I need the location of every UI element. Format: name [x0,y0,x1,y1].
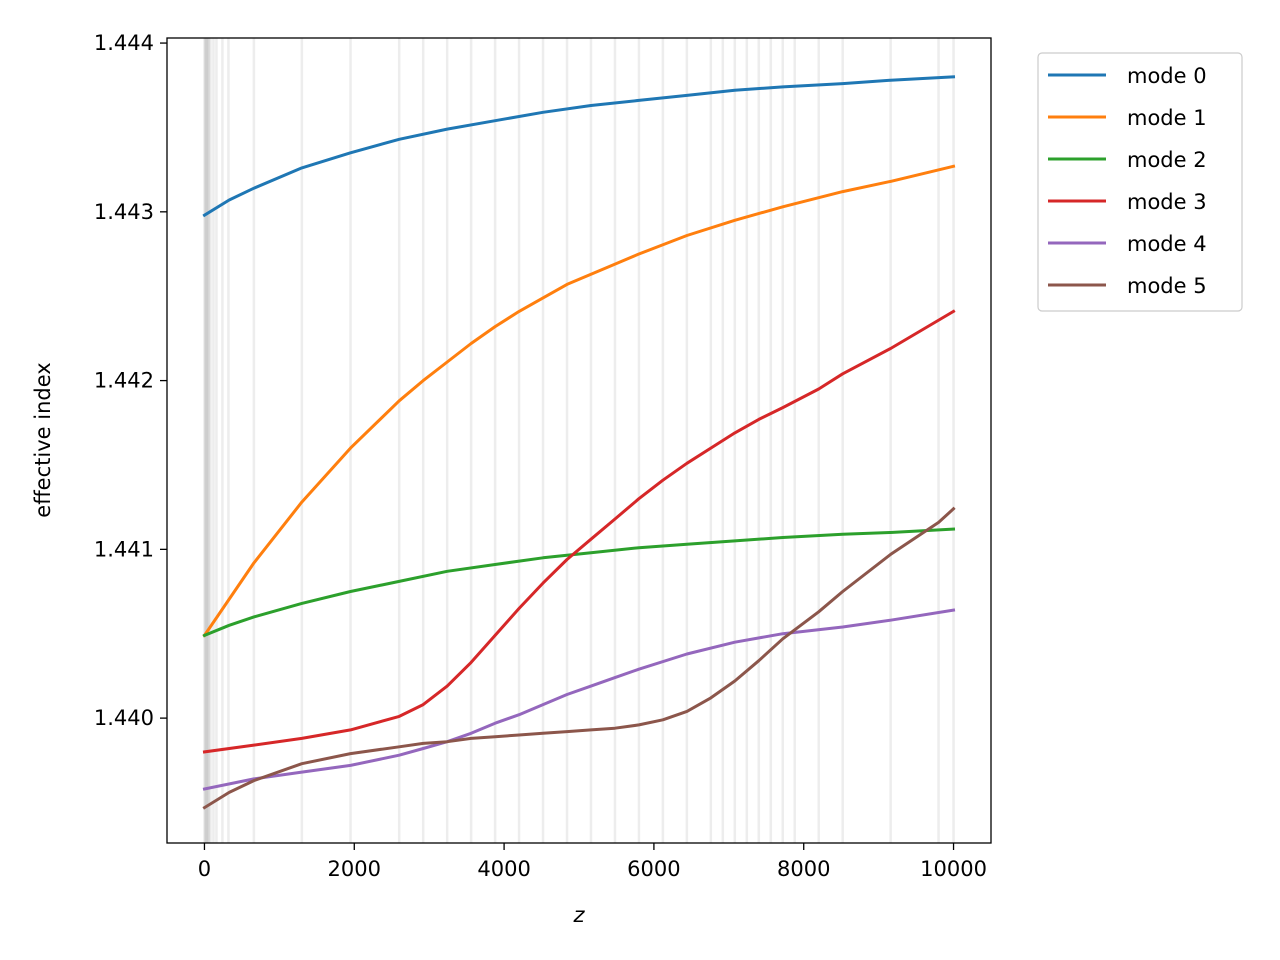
legend-label-mode-3: mode 3 [1127,190,1207,214]
series-line-mode-1 [202,164,956,638]
legend-label-mode-1: mode 1 [1127,106,1207,130]
x-tick-label: 4000 [477,857,530,881]
x-axis-ticks: 0 2000 4000 6000 8000 10000 [198,843,987,881]
legend-label-mode-2: mode 2 [1127,148,1207,172]
y-tick-label: 1.443 [94,200,154,224]
x-tick-label: 10000 [920,857,987,881]
legend-label-mode-0: mode 0 [1127,64,1207,88]
series-line-mode-5 [202,506,956,810]
legend-box [1037,52,1243,312]
series-line-mode-2 [202,527,956,638]
x-axis-label: z [572,903,585,927]
y-axis-ticks: 1.440 1.441 1.442 1.443 1.444 [94,31,167,730]
legend-label-mode-5: mode 5 [1127,274,1207,298]
series-lines [202,75,956,810]
series-line-mode-4 [202,608,956,791]
y-axis-label: effective index [31,362,55,517]
x-tick-label: 6000 [627,857,680,881]
series-line-mode-0 [202,75,956,218]
series-line-mode-3 [202,309,956,754]
y-tick-label: 1.441 [94,537,154,561]
y-tick-label: 1.440 [94,706,154,730]
x-tick-label: 0 [198,857,211,881]
plot-frame [166,37,992,844]
x-tick-label: 2000 [328,857,381,881]
y-tick-label: 1.444 [94,31,154,55]
x-tick-label: 8000 [777,857,830,881]
vertical-marker-lines [203,38,955,843]
legend-label-mode-4: mode 4 [1127,232,1207,256]
y-tick-label: 1.442 [94,369,154,393]
legend: mode 0 mode 1 mode 2 mode 3 mode 4 mode 5 [1037,52,1243,312]
